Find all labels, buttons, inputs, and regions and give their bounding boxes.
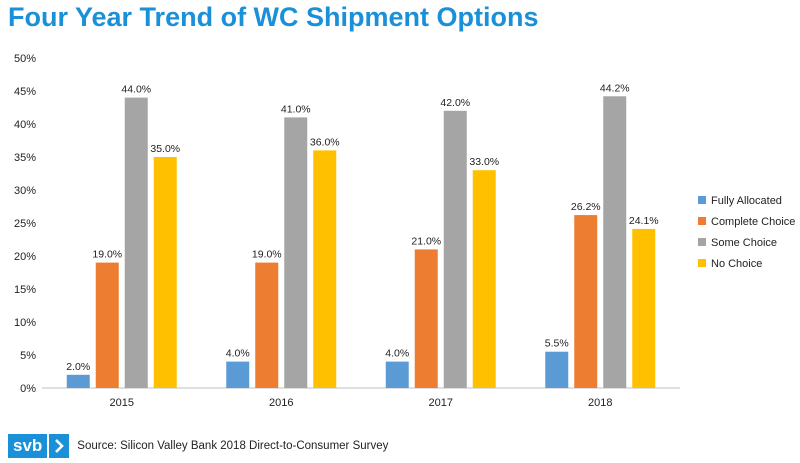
y-tick-label: 45%	[14, 86, 36, 98]
svb-logo: svb	[8, 434, 70, 458]
data-label: 2.0%	[66, 361, 90, 373]
y-tick-label: 10%	[14, 317, 36, 329]
bar	[414, 249, 438, 388]
y-tick-label: 15%	[14, 284, 36, 296]
bar	[632, 228, 656, 388]
data-label: 4.0%	[226, 348, 250, 360]
data-label: 4.0%	[385, 348, 409, 360]
bar	[226, 361, 250, 388]
x-tick-label: 2017	[429, 397, 453, 409]
legend-swatch	[698, 238, 706, 246]
bar	[603, 96, 627, 388]
bar	[574, 215, 598, 388]
y-tick-label: 35%	[14, 152, 36, 164]
x-tick-label: 2018	[588, 397, 612, 409]
legend-label: No Choice	[711, 258, 762, 270]
legend-label: Fully Allocated	[711, 195, 782, 207]
y-tick-label: 0%	[20, 383, 36, 395]
bar	[95, 262, 119, 388]
bar	[472, 170, 496, 388]
chevron-right-icon	[49, 434, 70, 458]
bar	[443, 110, 467, 389]
bar	[545, 351, 569, 388]
bar	[313, 150, 337, 388]
data-label: 19.0%	[92, 249, 122, 261]
data-label: 21.0%	[411, 235, 441, 247]
legend-swatch	[698, 217, 706, 225]
data-label: 42.0%	[440, 97, 470, 109]
y-tick-label: 25%	[14, 218, 36, 230]
legend-swatch	[698, 196, 706, 204]
data-label: 35.0%	[150, 143, 180, 155]
data-label: 44.0%	[121, 84, 151, 96]
data-label: 26.2%	[571, 201, 601, 213]
data-label: 5.5%	[545, 338, 569, 350]
data-label: 41.0%	[281, 103, 311, 115]
data-label: 36.0%	[310, 136, 340, 148]
y-tick-label: 40%	[14, 119, 36, 131]
legend-swatch	[698, 259, 706, 267]
footer: svb Source: Silicon Valley Bank 2018 Dir…	[8, 433, 388, 459]
bar	[255, 262, 279, 388]
bar	[66, 374, 90, 388]
data-label: 24.1%	[629, 215, 659, 227]
data-label: 33.0%	[469, 156, 499, 168]
y-tick-label: 5%	[20, 350, 36, 362]
x-tick-label: 2015	[110, 397, 134, 409]
bar	[385, 361, 409, 388]
data-label: 19.0%	[252, 249, 282, 261]
data-label: 44.2%	[600, 82, 630, 94]
bar	[284, 117, 308, 389]
legend-label: Some Choice	[711, 237, 777, 249]
x-tick-label: 2016	[269, 397, 293, 409]
chart-title: Four Year Trend of WC Shipment Options	[8, 2, 539, 32]
logo-text: svb	[8, 434, 48, 458]
y-tick-label: 30%	[14, 185, 36, 197]
bar	[153, 157, 177, 388]
y-tick-label: 50%	[14, 53, 36, 65]
bar	[124, 97, 148, 388]
y-tick-label: 20%	[14, 251, 36, 263]
legend-label: Complete Choice	[711, 216, 795, 228]
source-note: Source: Silicon Valley Bank 2018 Direct-…	[77, 440, 389, 452]
